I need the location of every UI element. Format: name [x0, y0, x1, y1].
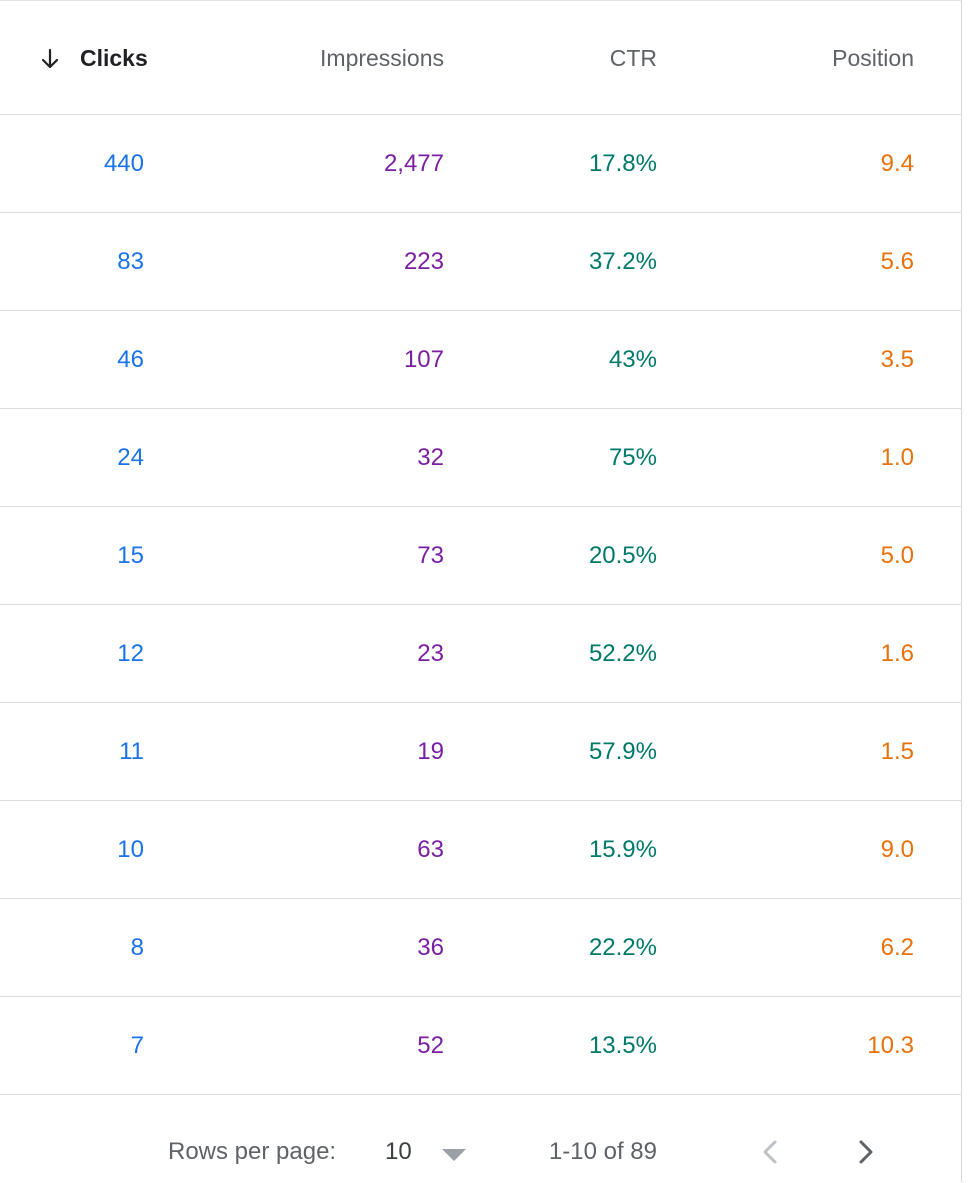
- cell-ctr: 22.2%: [588, 934, 657, 961]
- cell-ctr: 43%: [608, 346, 657, 373]
- table-row: 83 223 37.2% 5.6: [0, 213, 962, 311]
- cell-impressions: 19: [417, 738, 444, 765]
- dropdown-caret-icon: [442, 1149, 466, 1161]
- table-row: 15 73 20.5% 5.0: [0, 507, 962, 605]
- cell-clicks: 7: [130, 1032, 144, 1059]
- table-row: 10 63 15.9% 9.0: [0, 801, 962, 899]
- cell-position: 9.0: [880, 836, 914, 863]
- column-header-impressions[interactable]: Impressions: [320, 45, 444, 71]
- cell-clicks: 24: [117, 444, 144, 471]
- rows-per-page-value: 10: [385, 1138, 412, 1165]
- cell-clicks: 15: [117, 542, 144, 569]
- table-body: 440 2,477 17.8% 9.4 83 223 37.2% 5.6 46 …: [0, 115, 962, 1095]
- cell-ctr: 37.2%: [588, 248, 657, 275]
- chevron-left-icon[interactable]: [754, 1135, 786, 1169]
- cell-clicks: 46: [117, 346, 144, 373]
- cell-ctr: 52.2%: [588, 640, 657, 667]
- cell-impressions: 63: [417, 836, 444, 863]
- cell-clicks: 440: [103, 150, 144, 177]
- cell-clicks: 11: [119, 738, 144, 765]
- cell-position: 1.0: [880, 444, 914, 471]
- table-row: 7 52 13.5% 10.3: [0, 997, 962, 1095]
- table-row: 24 32 75% 1.0: [0, 409, 962, 507]
- column-header-position[interactable]: Position: [832, 45, 914, 71]
- cell-impressions: 32: [417, 444, 444, 471]
- cell-impressions: 23: [417, 640, 444, 667]
- rows-per-page-select[interactable]: 10: [380, 1133, 480, 1171]
- cell-impressions: 2,477: [383, 150, 444, 177]
- cell-position: 5.0: [880, 542, 914, 569]
- cell-clicks: 8: [130, 934, 144, 961]
- column-header-clicks[interactable]: Clicks: [80, 45, 148, 71]
- table-row: 8 36 22.2% 6.2: [0, 899, 962, 997]
- cell-clicks: 83: [117, 248, 144, 275]
- rows-per-page-label: Rows per page:: [168, 1138, 337, 1165]
- cell-ctr: 20.5%: [588, 542, 657, 569]
- cell-impressions: 52: [417, 1032, 444, 1059]
- table-row: 440 2,477 17.8% 9.4: [0, 115, 962, 213]
- cell-position: 6.2: [880, 934, 914, 961]
- cell-clicks: 10: [117, 836, 144, 863]
- cell-ctr: 17.8%: [588, 150, 657, 177]
- cell-impressions: 107: [403, 346, 444, 373]
- pagination-bar: Rows per page: 10 1-10 of 89: [0, 1093, 962, 1183]
- cell-impressions: 73: [417, 542, 444, 569]
- table-header: Clicks Impressions CTR Position: [0, 1, 962, 115]
- cell-position: 10.3: [867, 1032, 914, 1059]
- table-row: 11 19 57.9% 1.5: [0, 703, 962, 801]
- arrow-down-icon[interactable]: [38, 47, 62, 71]
- table-row: 46 107 43% 3.5: [0, 311, 962, 409]
- cell-clicks: 12: [117, 640, 144, 667]
- page-range-text: 1-10 of 89: [548, 1138, 657, 1165]
- cell-ctr: 13.5%: [588, 1032, 657, 1059]
- chevron-right-icon[interactable]: [850, 1135, 882, 1169]
- cell-impressions: 223: [403, 248, 444, 275]
- cell-position: 9.4: [880, 150, 914, 177]
- cell-impressions: 36: [417, 934, 444, 961]
- table-row: 12 23 52.2% 1.6: [0, 605, 962, 703]
- cell-position: 1.5: [880, 738, 914, 765]
- cell-position: 1.6: [880, 640, 914, 667]
- column-header-ctr[interactable]: CTR: [609, 45, 657, 71]
- cell-ctr: 75%: [608, 444, 657, 471]
- cell-ctr: 57.9%: [588, 738, 657, 765]
- cell-ctr: 15.9%: [588, 836, 657, 863]
- cell-position: 3.5: [880, 346, 914, 373]
- cell-position: 5.6: [880, 248, 914, 275]
